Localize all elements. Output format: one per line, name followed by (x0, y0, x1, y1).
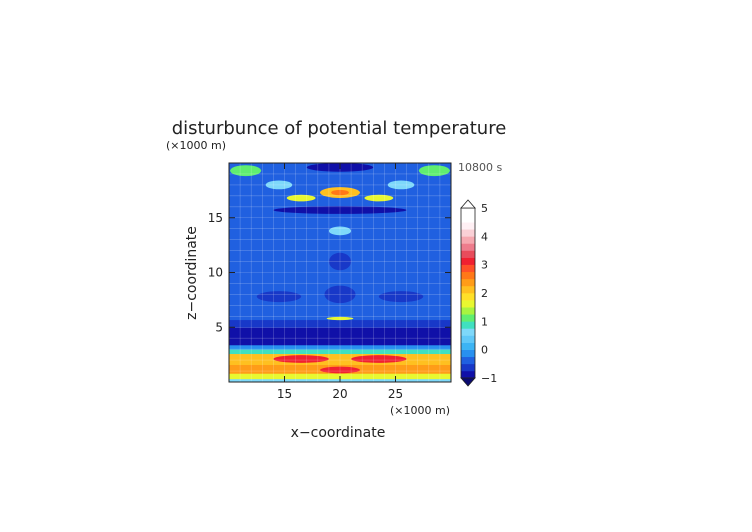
contour-feature (324, 285, 356, 304)
y-tick-label: 5 (215, 320, 223, 334)
colorbar-tick-label: 5 (481, 202, 488, 215)
colorbar-tick-label: −1 (481, 372, 497, 385)
colorbar-cell (461, 328, 475, 336)
colorbar-cell (461, 271, 475, 280)
colorbar-cell (461, 278, 475, 287)
colorbar-upper-triangle (460, 199, 476, 209)
time-label: 10800 s (458, 161, 502, 174)
x-tick-label: 20 (332, 387, 347, 401)
colorbar-cells (460, 199, 476, 387)
colorbar-tick-label: 0 (481, 344, 488, 357)
contour-feature (364, 194, 394, 202)
colorbar-cell (461, 236, 475, 244)
colorbar-cell (461, 229, 475, 237)
colorbar-tick-label: 4 (481, 230, 488, 243)
x-ticks: 15 20 25 (277, 163, 403, 401)
colorbar-lower-triangle (460, 377, 476, 387)
colorbar-cell (461, 349, 475, 358)
contour-feature (331, 189, 349, 196)
x-tick-label: 25 (388, 387, 403, 401)
colorbar-tick-label: 2 (481, 287, 488, 300)
contour-feature (320, 366, 360, 374)
contour-feature (256, 291, 302, 303)
contour-feature (326, 316, 354, 321)
y-axis-label: z−coordinate (184, 226, 200, 320)
colorbar-cell (461, 208, 475, 216)
contour-feature (328, 252, 352, 271)
colorbar-cell (461, 215, 475, 223)
layer-band (229, 349, 451, 355)
contour-feature (328, 226, 352, 236)
colorbar-cell (461, 307, 475, 315)
layer-band (229, 327, 451, 346)
layer-band (229, 319, 451, 328)
colorbar-tick-label: 3 (481, 259, 488, 272)
colorbar-cell (461, 264, 475, 273)
colorbar-cell (461, 356, 475, 365)
colorbar-cell (461, 321, 475, 329)
colorbar-cell (461, 257, 475, 265)
colorbar: −1 0 1 2 3 4 5 (460, 199, 497, 387)
contour-feature (351, 355, 407, 363)
contour-feature (265, 180, 293, 190)
contour-feature (273, 355, 329, 363)
y-tick-label: 15 (208, 211, 223, 225)
y-tick-label: 10 (208, 266, 223, 280)
x-tick-label: 15 (277, 387, 292, 401)
x-axis-label: x−coordinate (291, 425, 386, 441)
colorbar-cell (461, 370, 475, 379)
y-axis-unit: (×1000 m) (166, 139, 226, 152)
contour-feature (230, 165, 262, 177)
colorbar-cell (461, 314, 475, 322)
colorbar-cell (461, 300, 475, 308)
colorbar-cell (461, 250, 475, 258)
colorbar-cell (461, 335, 475, 343)
layer-band (229, 353, 451, 365)
feature-blobs (230, 163, 450, 374)
contour-feature (273, 206, 407, 214)
plot-area (229, 163, 451, 382)
contour-feature (387, 180, 415, 190)
colorbar-cell (461, 222, 475, 230)
colorbar-cell (461, 342, 475, 350)
contour-feature (378, 291, 424, 303)
colorbar-tick-label: 1 (481, 315, 488, 328)
colorbar-ticks: −1 0 1 2 3 4 5 (481, 202, 497, 385)
colorbar-cell (461, 363, 475, 372)
colorbar-cell (461, 243, 475, 251)
layer-band (229, 344, 451, 350)
x-axis-unit: (×1000 m) (390, 404, 450, 417)
contour-feature (418, 165, 450, 177)
y-ticks: 5 10 15 (208, 211, 451, 334)
colorbar-cell (461, 293, 475, 301)
grid-lines (229, 163, 451, 382)
chart-title: disturbunce of potential temperature (172, 118, 507, 139)
colorbar-cell (461, 285, 475, 294)
contour-feature (286, 194, 316, 202)
